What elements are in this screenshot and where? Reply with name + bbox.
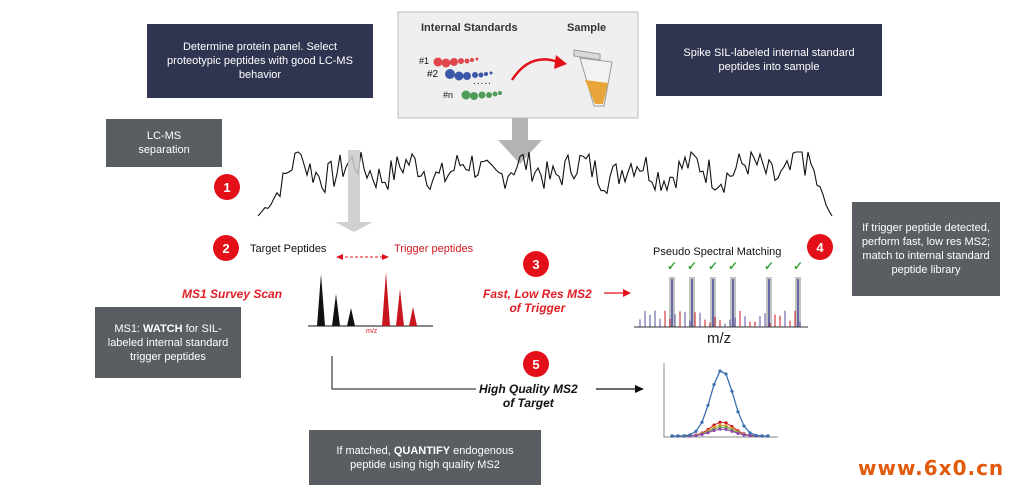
trigger-info-box: If trigger peptide detected, perform fas… <box>852 202 1000 296</box>
spike-arrowhead <box>554 55 567 69</box>
hq-point <box>736 410 740 414</box>
sample-tube-icon <box>573 49 613 107</box>
hq-point <box>676 434 680 438</box>
hq-point <box>712 428 716 433</box>
ms1-mz-label: m/z <box>366 328 378 335</box>
protein-panel-text: Determine protein panel. Select proteoty… <box>167 41 353 81</box>
chromatogram-trace <box>257 150 833 217</box>
hq-point <box>706 403 710 407</box>
hq-point <box>724 427 728 431</box>
spike-arrow <box>510 58 559 81</box>
hq-point <box>718 427 722 431</box>
hq-point <box>718 420 722 424</box>
ms1-peak <box>396 289 404 326</box>
check-icon: ✓ <box>667 259 678 273</box>
spike-box: Spike SIL-labeled internal standard pept… <box>656 24 882 96</box>
hq-point <box>724 372 728 376</box>
hq-ms2-label: High Quality MS2 of Target <box>479 382 578 410</box>
ms1-peak <box>347 308 355 326</box>
step-5-badge: 5 <box>523 351 549 377</box>
ellipsis: ..... <box>473 76 492 87</box>
peptide-chain-2 <box>445 69 493 81</box>
ms1-peaks <box>317 272 417 326</box>
lcms-box: LC-MS separation <box>106 119 222 167</box>
lcms-text: LC-MS separation <box>138 130 190 156</box>
spike-text: Spike SIL-labeled internal standard pept… <box>683 47 855 73</box>
hq-point <box>700 420 704 424</box>
hq-point <box>718 369 722 373</box>
scan-bar <box>348 150 360 222</box>
peptide-chain-n <box>461 90 502 100</box>
hq-point <box>730 389 734 393</box>
tag-n: #n <box>443 90 454 100</box>
hq-point <box>736 431 740 435</box>
ms1-peak <box>317 274 325 326</box>
hq-point <box>682 434 686 438</box>
hq-point <box>688 433 692 437</box>
hq-point <box>670 434 674 438</box>
step-1-badge: 1 <box>214 174 240 200</box>
pseudo-matching-label: Pseudo Spectral Matching <box>653 246 782 258</box>
hq-axes <box>663 363 778 438</box>
step-2-badge: 2 <box>213 235 239 261</box>
hq-point <box>730 429 734 433</box>
quantify-text: If matched, QUANTIFY endogenous peptide … <box>336 444 514 471</box>
down-arrow <box>498 118 542 164</box>
sample-label: Sample <box>567 22 607 34</box>
hq-point <box>700 432 704 437</box>
step-3-badge: 3 <box>523 251 549 277</box>
peptide-chain-1 <box>433 57 479 68</box>
hq-point <box>742 424 746 428</box>
ms1-watch-text: MS1: WATCH for SIL-labeled internal stan… <box>107 322 229 363</box>
fast-ms2-label: Fast, Low Res MS2 of Trigger <box>483 287 592 315</box>
hq-point <box>754 433 758 437</box>
hq-point <box>706 431 710 435</box>
ms1-peak <box>332 294 340 326</box>
check-icon: ✓ <box>793 259 804 273</box>
hq-point <box>748 431 752 435</box>
ms1-peak <box>382 272 390 326</box>
check-icon: ✓ <box>708 259 719 273</box>
hq-point <box>766 434 770 438</box>
hq-traces <box>670 369 770 438</box>
ms1-watch-box: MS1: WATCH for SIL-labeled internal stan… <box>95 307 241 378</box>
internal-standards-label: Internal Standards <box>421 22 518 34</box>
hq-point <box>724 421 728 425</box>
check-icon: ✓ <box>764 259 775 273</box>
hq-connector <box>331 356 476 390</box>
hq-point <box>712 423 716 427</box>
tag-2: #2 <box>427 69 439 80</box>
hq-point <box>760 434 764 438</box>
tag-1: #1 <box>419 56 430 66</box>
hq-point <box>694 429 698 433</box>
check-icon: ✓ <box>687 259 698 273</box>
target-peptides-label: Target Peptides <box>250 243 327 255</box>
scan-bar-tip <box>335 222 373 232</box>
ms1-survey-label: MS1 Survey Scan <box>182 287 283 301</box>
protein-panel-box: Determine protein panel. Select proteoty… <box>147 24 373 98</box>
pseudo-spectrum <box>639 277 801 327</box>
trigger-info-text: If trigger peptide detected, perform fas… <box>861 222 991 276</box>
hq-point <box>694 433 698 438</box>
watermark: www.6x0.cn <box>858 456 1005 480</box>
hq-point <box>748 434 752 438</box>
hq-point <box>712 383 716 387</box>
check-icon: ✓ <box>728 259 739 273</box>
trigger-peptides-label: Trigger peptides <box>394 243 474 255</box>
hq-point <box>742 433 746 437</box>
ms1-peak <box>409 307 417 326</box>
step-4-badge: 4 <box>807 234 833 260</box>
quantify-box: If matched, QUANTIFY endogenous peptide … <box>309 430 541 485</box>
pseudo-mz-label: m/z <box>707 330 732 347</box>
